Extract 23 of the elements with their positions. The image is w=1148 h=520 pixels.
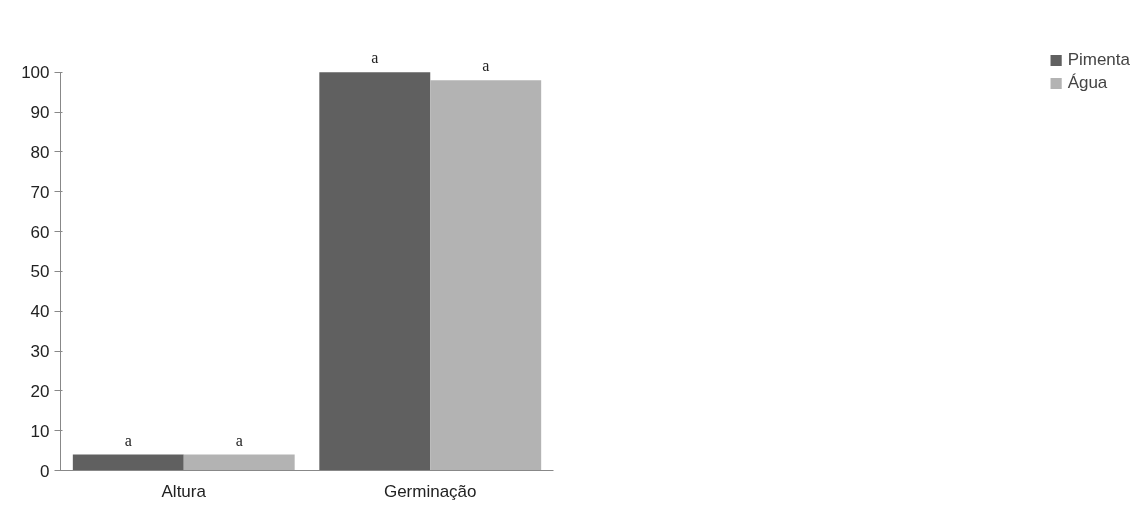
y-tick-label: 20 — [30, 381, 50, 401]
data-label: a — [482, 57, 490, 75]
y-tick-label: 40 — [30, 302, 50, 322]
y-tick-label: 50 — [30, 262, 50, 282]
bar — [430, 80, 542, 471]
y-tick-label: 100 — [21, 63, 50, 83]
y-tick-label: 70 — [30, 182, 50, 202]
y-tick-label: 0 — [40, 461, 50, 481]
y-tick-label: 10 — [30, 421, 50, 441]
data-label: a — [124, 431, 132, 449]
data-label: a — [371, 49, 379, 67]
legend-label: Água — [1067, 73, 1108, 93]
y-tick-label: 30 — [30, 342, 50, 362]
y-tick-label: 60 — [30, 222, 50, 242]
legend-label: Pimenta — [1067, 50, 1130, 70]
bar — [319, 72, 431, 471]
bar — [72, 454, 184, 471]
x-tick-label: Altura — [161, 481, 207, 501]
data-label: a — [235, 431, 243, 449]
y-tick-label: 80 — [30, 142, 50, 162]
y-tick-label: 90 — [30, 103, 50, 123]
bar — [183, 454, 295, 471]
x-tick-label: Germinação — [383, 481, 477, 501]
